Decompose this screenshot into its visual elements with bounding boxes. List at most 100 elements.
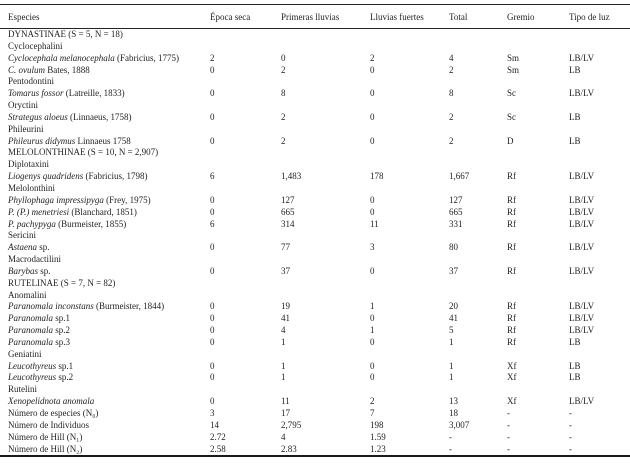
species-cell: Geniatini [0, 349, 210, 361]
cell-primeras-lluvias: 4 [281, 431, 286, 442]
cell-gremio: Sc [507, 88, 516, 99]
species-author: (Blanchard, 1851) [69, 206, 137, 217]
cell-gremio: Xf [507, 372, 517, 383]
column-header-total: Total [449, 11, 468, 22]
cell-tipo-de-luz: LB/LV [569, 396, 595, 407]
species-cell: Xenopelidnota anomala [0, 396, 210, 408]
table-row: Tomarus fossor (Latreille, 1833) 0 8 0 8… [0, 88, 630, 100]
species-author: Bates, 1888 [45, 64, 90, 75]
species-name: Número de Individuos [8, 419, 89, 430]
cell-tipo-de-luz: LB/LV [569, 325, 595, 336]
cell-total: 331 [449, 218, 463, 229]
cell-lluvias-fuertes: 2 [370, 396, 375, 407]
species-cell: Paranomala inconstans (Burmeister, 1844) [0, 301, 210, 313]
cell-primeras-lluvias: 77 [281, 242, 290, 253]
cell-epoca-seca: 3 [210, 408, 215, 418]
cell-epoca-seca: 0 [210, 64, 215, 75]
cell-tipo-de-luz: LB/LV [569, 88, 595, 99]
cell-primeras-lluvias: 19 [281, 301, 290, 312]
species-cell: Número de Hill (N₁) [0, 432, 210, 444]
species-name: Número de Hill (N₁) [8, 431, 83, 442]
species-cell: Diplotaxini [0, 159, 210, 171]
species-author: (Fabricius, 1798) [83, 171, 148, 182]
cell-primeras-lluvias: 127 [281, 194, 295, 205]
cell-total: 3,007 [449, 419, 470, 430]
column-header-primeras-lluvias: Primeras lluvias [281, 11, 340, 22]
column-header-lluvias-fuertes: Lluvias fuertes [370, 11, 424, 22]
species-cell: Phileurus didymus Linnaeus 1758 [0, 136, 210, 148]
cell-lluvias-fuertes: 3 [370, 242, 375, 253]
table-row: DYNASTINAE (S = 5, N = 18) [0, 29, 630, 41]
table-row: Leucothyreus sp.2 0 1 0 1 Xf LB [0, 372, 630, 384]
cell-epoca-seca: 0 [210, 206, 215, 217]
species-name: Phyllophaga impressipyga [8, 194, 104, 205]
column-header-epoca-seca: Época seca [210, 11, 251, 22]
table-row: Pentodontini [0, 76, 630, 88]
cell-epoca-seca: 2 [210, 52, 215, 63]
species-name: Oryctini [8, 100, 38, 111]
cell-lluvias-fuertes: 198 [370, 419, 384, 430]
table-row: Liogenys quadridens (Fabricius, 1798) 6 … [0, 171, 630, 183]
species-author: (Fabricius, 1775) [114, 52, 179, 63]
species-name: P. pachypyga [8, 218, 56, 229]
cell-total: 41 [449, 313, 458, 324]
species-author: sp.1 [53, 313, 71, 324]
cell-lluvias-fuertes: 178 [370, 171, 384, 182]
cell-lluvias-fuertes: 0 [370, 135, 375, 146]
species-cell: Leucothyreus sp.2 [0, 372, 210, 384]
species-cell: DYNASTINAE (S = 5, N = 18) [0, 29, 210, 41]
cell-total: 80 [449, 242, 458, 253]
species-name: Xenopelidnota anomala [8, 396, 95, 407]
species-name: Sericini [8, 230, 36, 241]
table-row: Cyclocephalini [0, 41, 630, 53]
table-row: Phileurus didymus Linnaeus 1758 0 2 0 2 … [0, 136, 630, 148]
table-row: Paranomala inconstans (Burmeister, 1844)… [0, 301, 630, 313]
species-name: Geniatini [8, 348, 42, 359]
species-cell: Paranomala sp.1 [0, 313, 210, 325]
cell-lluvias-fuertes: 0 [370, 194, 375, 205]
species-name: Anomalini [8, 289, 47, 300]
cell-gremio: Rf [507, 206, 516, 217]
cell-epoca-seca: 6 [210, 218, 215, 229]
species-cell: Pentodontini [0, 76, 210, 88]
species-name: Liogenys quadridens [8, 171, 84, 182]
cell-primeras-lluvias: 1 [281, 372, 286, 383]
table-row: Phileurini [0, 124, 630, 136]
cell-total: 1 [449, 336, 454, 347]
table-row: Paranomala sp.2 0 4 1 5 Rf LB/LV [0, 325, 630, 337]
species-name: Astaena [8, 242, 37, 253]
table-row: Cyclocephala melanocephala (Fabricius, 1… [0, 53, 630, 65]
table-row: Número de Hill (N₁) 2.72 4 1.59 - - - [0, 432, 630, 444]
cell-gremio: - [507, 431, 510, 442]
species-name: Número de Hill (N₂) [8, 443, 83, 454]
cell-lluvias-fuertes: 1 [370, 325, 375, 336]
cell-epoca-seca: 0 [210, 242, 215, 253]
species-name: C. ovulum [8, 64, 45, 75]
table-header-row: Especies Época seca Primeras lluvias Llu… [0, 5, 630, 28]
cell-tipo-de-luz: LB/LV [569, 265, 595, 276]
species-cell: Oryctini [0, 100, 210, 112]
cell-lluvias-fuertes: 1.23 [370, 443, 386, 454]
cell-total: 8 [449, 88, 454, 99]
cell-primeras-lluvias: 0 [281, 52, 286, 63]
species-name: Cyclocephalini [8, 40, 63, 51]
species-author: sp.2 [53, 325, 71, 336]
cell-tipo-de-luz: LB/LV [569, 242, 595, 253]
cell-epoca-seca: 0 [210, 372, 215, 383]
cell-lluvias-fuertes: 2 [370, 52, 375, 63]
species-author: sp.2 [56, 372, 74, 383]
cell-lluvias-fuertes: 0 [370, 206, 375, 217]
species-cell: Rutelini [0, 384, 210, 396]
species-name: Paranomala [8, 336, 53, 347]
cell-tipo-de-luz: LB/LV [569, 218, 595, 229]
species-cell: P. pachypyga (Burmeister, 1855) [0, 219, 210, 231]
cell-total: 1,667 [449, 171, 470, 182]
species-name: Phileurini [8, 123, 44, 134]
cell-gremio: Sm [507, 52, 520, 63]
cell-gremio: Rf [507, 171, 516, 182]
cell-lluvias-fuertes: 0 [370, 336, 375, 347]
species-author: sp. [38, 265, 51, 276]
species-name: Paranomala [8, 325, 53, 336]
column-header-gremio: Gremio [507, 11, 535, 22]
cell-lluvias-fuertes: 0 [370, 372, 375, 383]
